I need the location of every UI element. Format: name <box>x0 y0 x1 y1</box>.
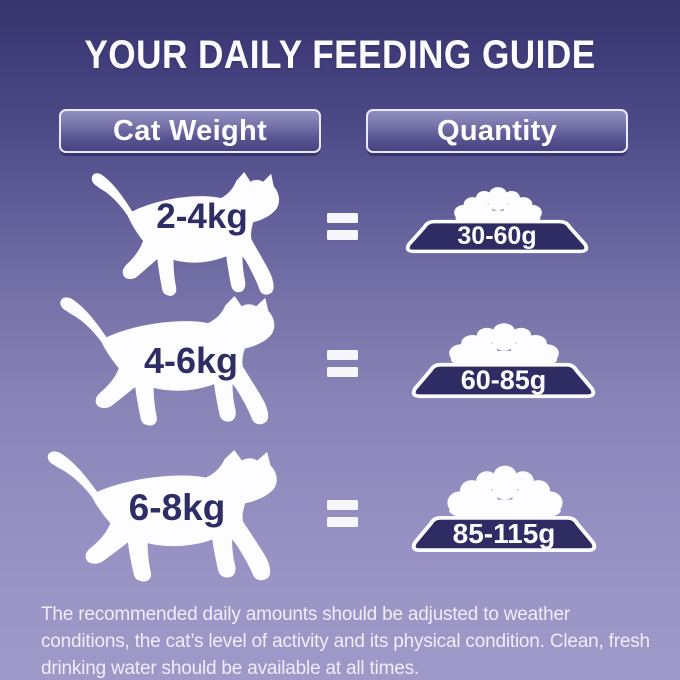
food-bowl-icon: 85-115g <box>410 515 598 553</box>
equals-icon <box>327 213 358 240</box>
column-header-cat-weight: Cat Weight <box>59 109 321 153</box>
food-bowl-icon: 30-60g <box>404 219 590 254</box>
cat-silhouette-icon <box>74 172 298 302</box>
weight-label: 4-6kg <box>143 340 239 381</box>
footnote: The recommended daily amounts should be … <box>41 604 650 679</box>
weight-label: 2-4kg <box>156 197 248 236</box>
quantity-label: 85-115g <box>452 518 556 549</box>
equals-icon <box>327 350 358 377</box>
cat-weight-header-label: Cat Weight <box>113 114 267 147</box>
quantity-header-label: Quantity <box>436 114 557 147</box>
equals-icon <box>327 500 358 527</box>
quantity-label: 30-60g <box>457 222 537 250</box>
kibble-pile-icon <box>442 464 568 522</box>
quantity-label: 60-85g <box>460 365 547 395</box>
column-header-quantity: Quantity <box>366 109 628 153</box>
page-title: YOUR DAILY FEEDING GUIDE <box>84 33 596 77</box>
weight-label: 6-8kg <box>128 487 226 528</box>
food-bowl-icon: 60-85g <box>410 362 597 399</box>
